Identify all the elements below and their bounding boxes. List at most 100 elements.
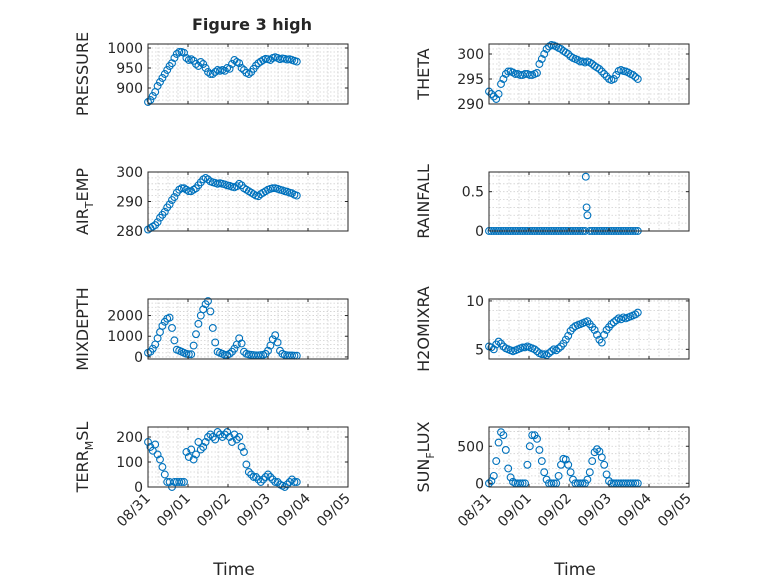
axes-frame bbox=[488, 298, 690, 360]
data-point bbox=[146, 96, 155, 104]
data-point bbox=[230, 430, 239, 439]
data-point bbox=[609, 318, 618, 327]
y-axis-label-main: SUN bbox=[414, 459, 433, 493]
data-point bbox=[590, 326, 599, 334]
data-point bbox=[153, 82, 162, 90]
data-point bbox=[552, 346, 561, 355]
y-tick-label: 0 bbox=[134, 480, 143, 496]
data-point bbox=[237, 339, 246, 348]
data-point bbox=[208, 70, 217, 78]
data-point bbox=[535, 60, 544, 68]
x-tick-label: 09/05 bbox=[655, 491, 695, 531]
data-point bbox=[201, 64, 210, 72]
data-point bbox=[187, 350, 196, 359]
data-point bbox=[252, 61, 260, 70]
data-point bbox=[504, 464, 513, 473]
data-point bbox=[208, 433, 217, 441]
data-point bbox=[501, 446, 510, 454]
data-point bbox=[232, 435, 241, 444]
data-point bbox=[523, 460, 532, 469]
y-tick-label: 0 bbox=[134, 350, 143, 366]
data-point bbox=[261, 473, 270, 481]
y-tick-label: 500 bbox=[457, 439, 484, 455]
y-tick-label: 100 bbox=[116, 455, 143, 471]
y-tick-label: 950 bbox=[116, 61, 143, 77]
subplot-4: 0 0.5 RAINFALL bbox=[414, 164, 690, 240]
axes-frame bbox=[488, 43, 690, 105]
x-tick-label: 09/02 bbox=[535, 491, 575, 531]
y-axis-label-main: AIR bbox=[73, 208, 92, 235]
data-point bbox=[158, 463, 167, 471]
x-tick-label: 09/01 bbox=[154, 491, 194, 531]
data-point bbox=[204, 433, 212, 441]
data-point bbox=[196, 445, 205, 454]
data-point bbox=[153, 450, 162, 459]
data-point bbox=[216, 430, 224, 439]
data-point bbox=[180, 48, 188, 57]
data-point bbox=[290, 478, 299, 486]
data-point bbox=[597, 67, 606, 76]
y-tick-label: 300 bbox=[457, 47, 484, 63]
y-axis-label-tail: LUX bbox=[414, 421, 433, 452]
y-axis-label-main: TERR bbox=[73, 450, 92, 493]
data-point bbox=[187, 445, 196, 454]
data-point bbox=[158, 321, 167, 330]
data-point bbox=[170, 336, 179, 345]
data-point bbox=[228, 438, 236, 446]
data-point bbox=[175, 478, 184, 486]
data-point bbox=[585, 468, 594, 477]
data-point bbox=[612, 316, 621, 325]
data-point bbox=[631, 73, 640, 81]
data-point bbox=[247, 470, 256, 479]
subplot-8: 0 500 SUNFLUX 08/31 09/01 09/02 09/03 09/04 09/0… bbox=[414, 421, 695, 580]
y-axis-label: AIRTEMP bbox=[73, 168, 96, 235]
data-point bbox=[189, 341, 198, 350]
x-tick-label: 09/05 bbox=[314, 491, 354, 531]
data-point bbox=[240, 448, 248, 456]
data-point bbox=[153, 218, 162, 227]
data-point bbox=[184, 350, 193, 359]
data-point bbox=[189, 455, 198, 464]
data-point bbox=[564, 460, 573, 469]
data-point bbox=[528, 431, 537, 440]
data-point bbox=[165, 313, 174, 322]
data-point bbox=[211, 435, 220, 444]
data-point bbox=[201, 438, 210, 446]
data-point bbox=[292, 478, 301, 486]
data-point bbox=[177, 184, 186, 193]
y-axis-label: PRESSURE bbox=[73, 32, 92, 116]
data-point bbox=[170, 193, 179, 202]
x-axis-label: Time bbox=[553, 560, 596, 580]
data-point bbox=[182, 54, 191, 62]
data-point bbox=[631, 310, 640, 319]
subplot-6: 5 10 H2OMIXRA bbox=[414, 286, 690, 372]
data-point bbox=[175, 48, 184, 56]
data-point bbox=[617, 315, 625, 324]
y-axis-label: THETA bbox=[414, 48, 433, 100]
y-tick-label: 295 bbox=[457, 72, 484, 88]
data-point bbox=[612, 71, 621, 79]
data-point bbox=[497, 80, 505, 88]
y-axis-label-subscript: T bbox=[83, 201, 96, 209]
y-tick-label: 0 bbox=[475, 224, 484, 240]
data-point bbox=[506, 473, 515, 482]
data-point bbox=[492, 457, 501, 466]
data-point bbox=[237, 64, 246, 72]
plot-area bbox=[489, 427, 689, 487]
data-point bbox=[268, 475, 277, 484]
plot-area bbox=[148, 299, 348, 359]
data-point bbox=[148, 92, 157, 100]
data-point bbox=[184, 187, 193, 196]
subplot-3: 280 290 300 AIRTEMP bbox=[73, 165, 349, 240]
data-point bbox=[583, 211, 592, 220]
data-point bbox=[242, 460, 251, 469]
data-point bbox=[194, 319, 203, 328]
x-tick-label: 09/03 bbox=[575, 491, 615, 531]
axes-frame bbox=[488, 426, 690, 488]
y-axis-label-main: H2OMIXRA bbox=[414, 286, 433, 372]
data-point bbox=[264, 346, 272, 355]
data-point bbox=[602, 470, 611, 479]
data-point bbox=[561, 455, 570, 464]
data-point bbox=[156, 78, 164, 86]
